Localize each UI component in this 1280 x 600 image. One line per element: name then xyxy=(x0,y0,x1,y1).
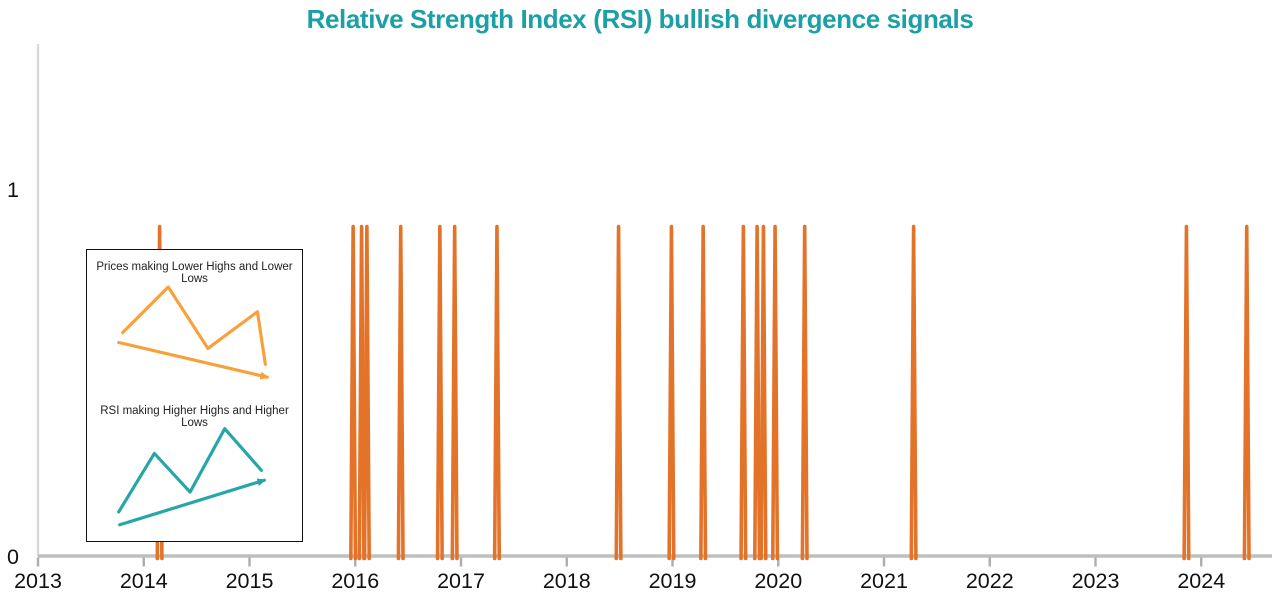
divergence-legend-box: Prices making Lower Highs and Lower Lows… xyxy=(86,249,303,542)
signal-spike xyxy=(450,224,459,561)
signal-spike xyxy=(1182,224,1191,561)
signal-spike xyxy=(909,224,918,561)
signal-spike xyxy=(1242,224,1251,561)
signal-spike xyxy=(492,224,502,561)
rsi-divergence-label: RSI making Higher Highs and Higher Lows xyxy=(100,405,289,429)
y-tick-label-0: 0 xyxy=(7,545,19,569)
signal-spike xyxy=(739,224,748,561)
signal-spike xyxy=(614,224,623,561)
rsi-zigzag-line xyxy=(117,427,263,514)
divergence-illustration xyxy=(117,285,270,527)
signal-spike xyxy=(435,224,444,561)
y-tick-label-1: 1 xyxy=(7,178,19,202)
signal-spike xyxy=(770,224,780,561)
rsi-trendline-arrow xyxy=(118,478,267,527)
price-trendline-arrow xyxy=(117,340,270,380)
signal-spike xyxy=(753,224,762,561)
signal-spike xyxy=(667,224,676,561)
chart-title: Relative Strength Index (RSI) bullish di… xyxy=(306,4,974,34)
signal-spike xyxy=(396,224,405,561)
signal-spike xyxy=(357,224,366,561)
signal-spike xyxy=(759,224,768,561)
signal-spike xyxy=(699,224,708,561)
signal-spike xyxy=(362,224,371,561)
price-zigzag-line xyxy=(121,285,267,366)
price-divergence-label: Prices making Lower Highs and Lower Lows xyxy=(96,261,293,285)
signal-spike xyxy=(800,224,809,561)
signal-spike xyxy=(349,224,358,561)
